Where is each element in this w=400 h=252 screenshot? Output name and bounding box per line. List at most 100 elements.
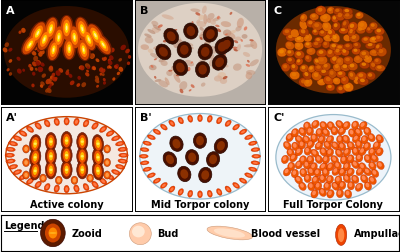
Ellipse shape [361,37,371,44]
Ellipse shape [360,164,364,169]
Ellipse shape [348,129,356,138]
Ellipse shape [196,20,200,24]
Ellipse shape [158,81,168,88]
Ellipse shape [319,80,323,83]
Ellipse shape [83,184,89,191]
Ellipse shape [120,160,125,163]
Ellipse shape [179,119,182,123]
Ellipse shape [352,147,359,156]
Ellipse shape [5,153,14,158]
Ellipse shape [186,150,199,165]
Ellipse shape [374,58,382,66]
Ellipse shape [304,34,312,43]
Ellipse shape [365,56,369,60]
Ellipse shape [214,63,219,67]
Ellipse shape [105,173,109,178]
Ellipse shape [73,178,76,183]
Ellipse shape [94,151,102,164]
Ellipse shape [344,123,348,128]
Text: Bud: Bud [157,228,178,238]
Ellipse shape [96,36,111,55]
Ellipse shape [216,189,222,196]
Ellipse shape [201,48,210,58]
Ellipse shape [200,29,209,36]
Ellipse shape [299,182,306,191]
Ellipse shape [108,176,112,179]
Ellipse shape [201,171,209,180]
Ellipse shape [355,77,358,81]
Ellipse shape [336,121,344,129]
Ellipse shape [324,76,334,85]
Ellipse shape [49,42,53,47]
Ellipse shape [233,124,240,131]
Ellipse shape [155,179,159,182]
Ellipse shape [160,124,167,131]
Ellipse shape [240,40,243,43]
Ellipse shape [222,46,227,50]
Ellipse shape [374,44,382,52]
Ellipse shape [38,52,43,57]
Ellipse shape [203,27,218,43]
Ellipse shape [120,46,126,51]
Ellipse shape [322,168,329,177]
Ellipse shape [45,89,50,93]
Ellipse shape [356,57,360,61]
Ellipse shape [188,191,193,197]
Ellipse shape [6,148,15,152]
Ellipse shape [64,39,74,60]
Ellipse shape [145,168,150,171]
Ellipse shape [369,50,380,57]
Ellipse shape [342,122,350,130]
Ellipse shape [246,174,251,177]
Ellipse shape [6,159,15,164]
Ellipse shape [141,155,146,158]
Ellipse shape [169,186,175,193]
Ellipse shape [38,30,51,51]
Ellipse shape [94,35,112,56]
Ellipse shape [337,122,341,126]
Ellipse shape [314,182,322,191]
Ellipse shape [250,142,255,145]
Ellipse shape [245,135,253,140]
Ellipse shape [31,151,39,164]
Ellipse shape [376,135,384,143]
Ellipse shape [241,131,245,134]
Ellipse shape [364,155,372,163]
Ellipse shape [78,77,81,81]
Ellipse shape [236,45,241,52]
Ellipse shape [21,35,39,56]
Ellipse shape [214,76,222,82]
Ellipse shape [338,128,346,136]
Ellipse shape [226,122,230,125]
Ellipse shape [75,120,78,124]
Ellipse shape [328,191,332,196]
Ellipse shape [308,182,315,191]
Ellipse shape [326,136,334,144]
Ellipse shape [152,28,160,34]
Ellipse shape [208,117,211,121]
Ellipse shape [223,54,226,57]
Ellipse shape [337,46,342,49]
Ellipse shape [57,34,61,43]
Circle shape [96,156,100,159]
Ellipse shape [38,68,43,73]
Ellipse shape [308,168,315,176]
Ellipse shape [283,142,291,150]
Ellipse shape [287,44,291,47]
Ellipse shape [223,77,228,80]
Ellipse shape [246,65,250,68]
Ellipse shape [286,134,294,142]
Circle shape [65,140,68,142]
Ellipse shape [355,13,364,20]
Ellipse shape [204,42,210,46]
Ellipse shape [100,42,104,46]
Ellipse shape [49,166,53,174]
Ellipse shape [35,123,42,130]
Ellipse shape [6,117,128,194]
Ellipse shape [361,136,368,144]
Ellipse shape [140,114,260,199]
Ellipse shape [232,47,238,50]
Ellipse shape [21,29,26,34]
Ellipse shape [209,58,217,67]
Ellipse shape [82,46,86,55]
